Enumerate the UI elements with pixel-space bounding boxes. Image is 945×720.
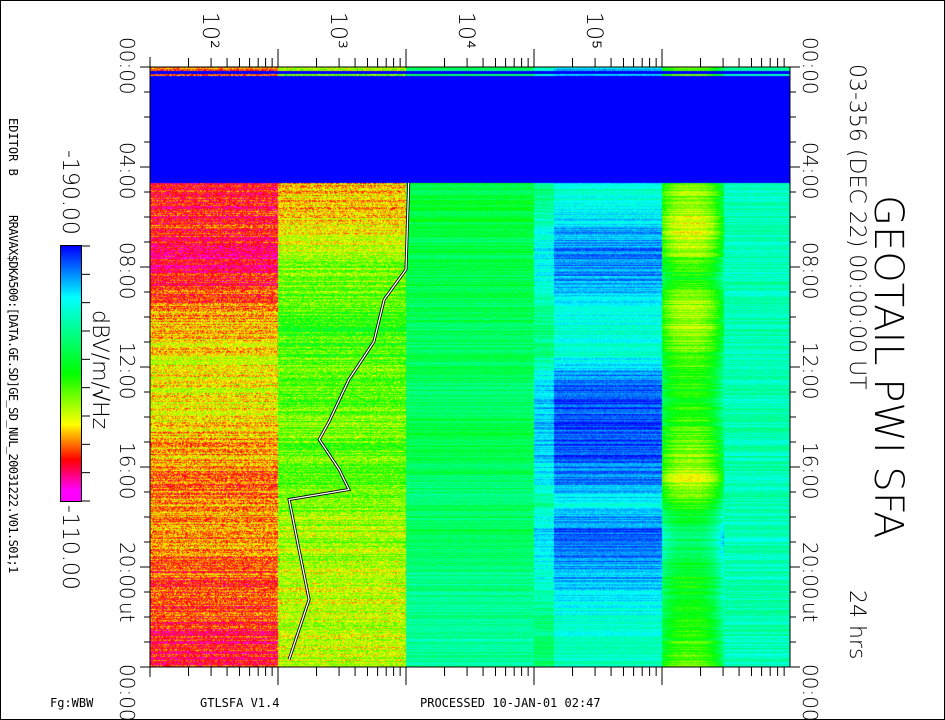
ut-label-right: ut (798, 602, 822, 623)
processed-stamp: PROCESSED 10-JAN-01 02:47 (420, 696, 601, 710)
colorbar-unit: dBV/m/√Hz (87, 310, 112, 430)
time-tick-label-right: 04:00 (798, 142, 822, 200)
time-tick-label-left: 00:00 (115, 37, 139, 95)
time-tick-label-right: 08:00 (798, 242, 822, 300)
colorbar (60, 245, 82, 502)
plot-title: GEOTAIL PWI SFA (865, 195, 911, 539)
time-tick-label-left: 04:00 (115, 142, 139, 200)
time-tick-label-left: 00:00 (115, 664, 139, 720)
time-span: 24 hrs (844, 590, 869, 660)
file-path: RRAVAX$DKA500:[DATA.GE.SD]GE_SD_NUL_2003… (6, 215, 20, 573)
time-tick-label-left: 12:00 (115, 342, 139, 400)
program-version: GTLSFA V1.4 (200, 696, 280, 710)
colorbar-max-label: -110.00 (57, 505, 82, 590)
time-tick-label-right: 00:00 (798, 664, 822, 720)
frequency-tick-label: 10⁴ (453, 12, 478, 49)
plot-border (149, 66, 791, 668)
time-tick-label-right: 16:00 (798, 442, 822, 500)
fg-label: Fg:WBW (50, 696, 94, 710)
trace-line (288, 182, 410, 660)
editor-label: EDITOR B (6, 118, 20, 176)
time-tick-label-right: 20:00 (798, 542, 822, 600)
time-tick-label-left: 16:00 (115, 442, 139, 500)
date-line: 03-356 (DEC 22) 00:00:00 UT (844, 64, 869, 390)
time-tick-label-right: 00:00 (798, 37, 822, 95)
ut-label-left: ut (115, 602, 139, 623)
frequency-tick-label: 10³ (325, 12, 350, 49)
time-tick-label-left: 20:00 (115, 542, 139, 600)
frequency-tick-label: 10² (197, 12, 222, 49)
spectrogram-heatmap (150, 67, 790, 667)
time-tick-label-left: 08:00 (115, 242, 139, 300)
time-tick-label-right: 12:00 (798, 342, 822, 400)
colorbar-min-label: -190.00 (57, 150, 82, 235)
frequency-tick-label: 10⁵ (581, 12, 606, 50)
